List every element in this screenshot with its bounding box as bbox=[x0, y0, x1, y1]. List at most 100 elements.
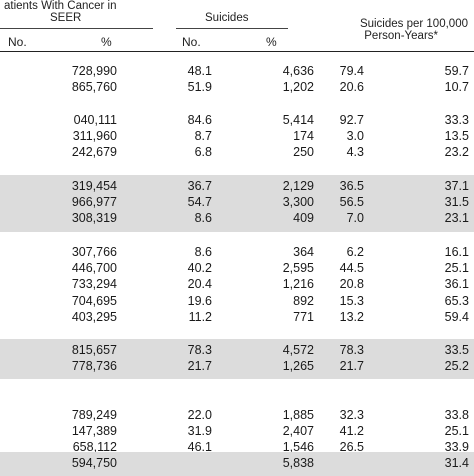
cell-cancer-pct: 78.3 bbox=[187, 343, 212, 357]
cell-suicide-rate: 59.7 bbox=[444, 64, 469, 78]
header-rule-suicides bbox=[176, 28, 288, 29]
cell-suicide-rate: 33.5 bbox=[444, 343, 469, 357]
table-row: 778,736 21.7 1,265 21.7 25.2 bbox=[0, 358, 474, 374]
cell-cancer-count: 319,454 bbox=[71, 179, 117, 193]
cell-cancer-count: 815,657 bbox=[71, 343, 117, 357]
cell-cancer-count: 040,111 bbox=[73, 113, 117, 127]
table-row: 815,657 78.3 4,572 78.3 33.5 bbox=[0, 342, 474, 358]
table-row: 311,960 8.7 174 3.0 13.5 bbox=[0, 128, 474, 144]
cell-suicide-rate: 33.9 bbox=[444, 440, 469, 455]
cell-cancer-count: 658,112 bbox=[72, 440, 117, 455]
header-suicides: Suicides bbox=[205, 12, 249, 24]
cell-suicide-rate: 33.3 bbox=[444, 113, 469, 127]
cell-suicide-count: 1,216 bbox=[282, 277, 314, 292]
cell-suicide-count: 1,546 bbox=[282, 440, 314, 455]
cell-cancer-count: 594,750 bbox=[71, 456, 117, 470]
cell-suicide-pct: 32.3 bbox=[339, 408, 364, 422]
table-row: 658,112 46.1 1,546 26.5 33.9 bbox=[0, 439, 474, 455]
cell-suicide-count: 250 bbox=[293, 145, 314, 160]
cell-suicide-rate: 13.5 bbox=[444, 129, 469, 144]
cell-suicide-rate: 23.1 bbox=[444, 211, 469, 226]
table-row: 319,454 36.7 2,129 36.5 37.1 bbox=[0, 178, 474, 194]
cell-suicide-count: 4,572 bbox=[282, 343, 314, 357]
cell-cancer-count: 728,990 bbox=[71, 64, 117, 78]
cell-suicide-rate: 65.3 bbox=[444, 293, 469, 308]
cell-suicide-pct: 3.0 bbox=[346, 129, 364, 144]
table-row: 242,679 6.8 250 4.3 23.2 bbox=[0, 144, 474, 160]
cell-suicide-pct: 78.3 bbox=[339, 343, 364, 357]
cell-suicide-pct: 26.5 bbox=[339, 440, 364, 455]
table-row: 865,760 51.9 1,202 20.6 10.7 bbox=[0, 79, 474, 95]
header-cancer-patients-line2: SEER bbox=[50, 12, 82, 24]
cell-suicide-pct: 20.8 bbox=[339, 277, 364, 292]
cell-cancer-count: 307,766 bbox=[71, 245, 117, 259]
cell-suicide-count: 1,885 bbox=[282, 408, 314, 422]
cell-suicide-rate: 23.2 bbox=[444, 145, 469, 160]
cell-cancer-pct: 40.2 bbox=[187, 261, 212, 276]
cell-suicide-rate: 10.7 bbox=[444, 80, 469, 95]
cell-cancer-pct: 19.6 bbox=[187, 293, 212, 308]
table-row: 446,700 40.2 2,595 44.5 25.1 bbox=[0, 260, 474, 276]
cell-cancer-pct: 8.6 bbox=[194, 211, 212, 226]
cell-suicide-pct: 56.5 bbox=[339, 195, 364, 210]
cell-suicide-count: 3,300 bbox=[282, 195, 314, 210]
cell-suicide-count: 2,407 bbox=[282, 424, 314, 439]
cell-suicide-pct: 13.2 bbox=[339, 309, 364, 324]
cell-suicide-rate: 36.1 bbox=[444, 277, 469, 292]
section-shading bbox=[0, 175, 474, 232]
cell-cancer-count: 704,695 bbox=[71, 293, 117, 308]
cell-suicide-rate: 31.4 bbox=[444, 456, 469, 470]
cell-cancer-count: 403,295 bbox=[71, 309, 117, 324]
cell-cancer-count: 865,760 bbox=[71, 80, 117, 95]
header-cancer-patients-line1: atients With Cancer in bbox=[4, 0, 117, 12]
cell-suicide-rate: 25.1 bbox=[444, 261, 469, 276]
cell-cancer-pct: 11.2 bbox=[188, 309, 212, 324]
cell-cancer-count: 789,249 bbox=[71, 408, 117, 422]
table-row: 403,295 11.2 771 13.2 59.4 bbox=[0, 309, 474, 325]
cell-cancer-pct: 31.9 bbox=[187, 424, 212, 439]
cell-suicide-rate: 16.1 bbox=[444, 245, 469, 259]
cell-suicide-pct: 21.7 bbox=[339, 359, 364, 374]
cell-suicide-pct: 4.3 bbox=[346, 145, 364, 160]
cell-suicide-pct: 15.3 bbox=[339, 293, 364, 308]
cell-cancer-pct: 8.6 bbox=[194, 245, 212, 259]
table-row: 147,389 31.9 2,407 41.2 25.1 bbox=[0, 423, 474, 439]
header-rate-line2: Person-Years* bbox=[364, 30, 438, 42]
cell-suicide-rate: 59.4 bbox=[444, 309, 469, 324]
cell-cancer-count: 311,960 bbox=[72, 129, 117, 144]
cell-cancer-pct: 8.7 bbox=[194, 129, 212, 144]
header-pct-1: % bbox=[101, 35, 112, 49]
cell-suicide-pct: 20.6 bbox=[339, 80, 364, 95]
cell-suicide-pct: 79.4 bbox=[339, 64, 364, 78]
cell-cancer-pct: 54.7 bbox=[187, 195, 212, 210]
cell-cancer-count: 966,977 bbox=[71, 195, 117, 210]
cell-suicide-count: 4,636 bbox=[282, 64, 314, 78]
cell-cancer-pct: 46.1 bbox=[187, 440, 212, 455]
table-row: 594,750 5,838 31.4 bbox=[0, 455, 474, 471]
cell-suicide-pct: 6.2 bbox=[346, 245, 364, 259]
cell-suicide-count: 409 bbox=[293, 211, 314, 226]
cell-suicide-pct: 36.5 bbox=[339, 179, 364, 193]
cell-cancer-pct: 84.6 bbox=[187, 113, 212, 127]
table-row: 966,977 54.7 3,300 56.5 31.5 bbox=[0, 194, 474, 210]
cell-suicide-rate: 37.1 bbox=[444, 179, 469, 193]
cell-cancer-pct: 48.1 bbox=[187, 64, 212, 78]
cell-cancer-count: 446,700 bbox=[71, 261, 117, 276]
cell-suicide-count: 1,265 bbox=[282, 359, 314, 374]
table-row: 704,695 19.6 892 15.3 65.3 bbox=[0, 293, 474, 309]
table-row: 307,766 8.6 364 6.2 16.1 bbox=[0, 244, 474, 260]
cell-suicide-count: 1,202 bbox=[282, 80, 314, 95]
section-shading bbox=[0, 339, 474, 380]
cell-cancer-count: 242,679 bbox=[71, 145, 117, 160]
cell-suicide-rate: 33.8 bbox=[444, 408, 469, 422]
cell-suicide-count: 771 bbox=[293, 309, 314, 324]
cell-suicide-rate: 25.1 bbox=[444, 424, 469, 439]
table-row: 789,249 22.0 1,885 32.3 33.8 bbox=[0, 407, 474, 423]
cell-suicide-count: 5,414 bbox=[282, 113, 314, 127]
cell-suicide-pct: 7.0 bbox=[346, 211, 364, 226]
cell-cancer-pct: 6.8 bbox=[194, 145, 212, 160]
table-row: 733,294 20.4 1,216 20.8 36.1 bbox=[0, 276, 474, 292]
header-pct-2: % bbox=[266, 35, 277, 49]
cell-cancer-count: 147,389 bbox=[71, 424, 117, 439]
cell-suicide-count: 364 bbox=[293, 245, 314, 259]
